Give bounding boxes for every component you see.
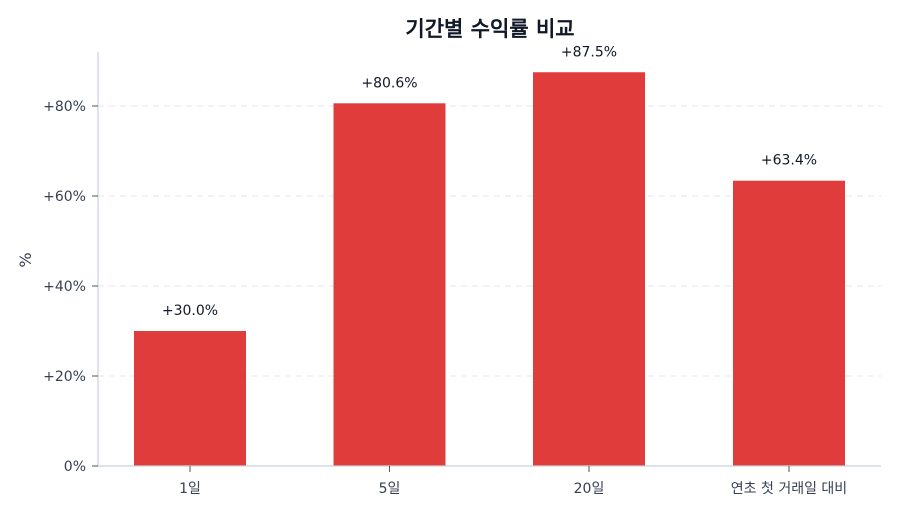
x-tick-label: 1일 xyxy=(179,481,201,497)
bars xyxy=(134,72,845,467)
bar-value-label: +30.0% xyxy=(162,303,218,319)
bar xyxy=(333,103,446,467)
y-axis-ticks: 0% +20% +40% +60% +80% xyxy=(43,99,98,475)
x-tick-label: 5일 xyxy=(379,481,401,497)
bar-value-label: +80.6% xyxy=(361,75,417,91)
y-tick-label: 0% xyxy=(64,459,86,475)
x-tick-label: 연초 첫 거래일 대비 xyxy=(731,481,847,497)
bar-value-labels: +30.0% +80.6% +87.5% +63.4% xyxy=(162,44,817,319)
y-tick-label: +40% xyxy=(43,279,86,295)
chart-title: 기간별 수익률 비교 xyxy=(405,17,574,41)
y-tick-label: +60% xyxy=(43,189,86,205)
bar xyxy=(533,72,645,466)
y-tick-label: +20% xyxy=(43,369,86,385)
bar xyxy=(733,180,845,466)
bar-value-label: +63.4% xyxy=(761,153,817,169)
x-tick-label: 20일 xyxy=(574,481,605,497)
x-axis-ticks: 1일 5일 20일 연초 첫 거래일 대비 xyxy=(179,466,847,497)
bar-value-label: +87.5% xyxy=(561,44,617,60)
y-tick-label: +80% xyxy=(43,99,86,115)
bar xyxy=(134,331,246,466)
y-axis-label: % xyxy=(16,252,35,267)
